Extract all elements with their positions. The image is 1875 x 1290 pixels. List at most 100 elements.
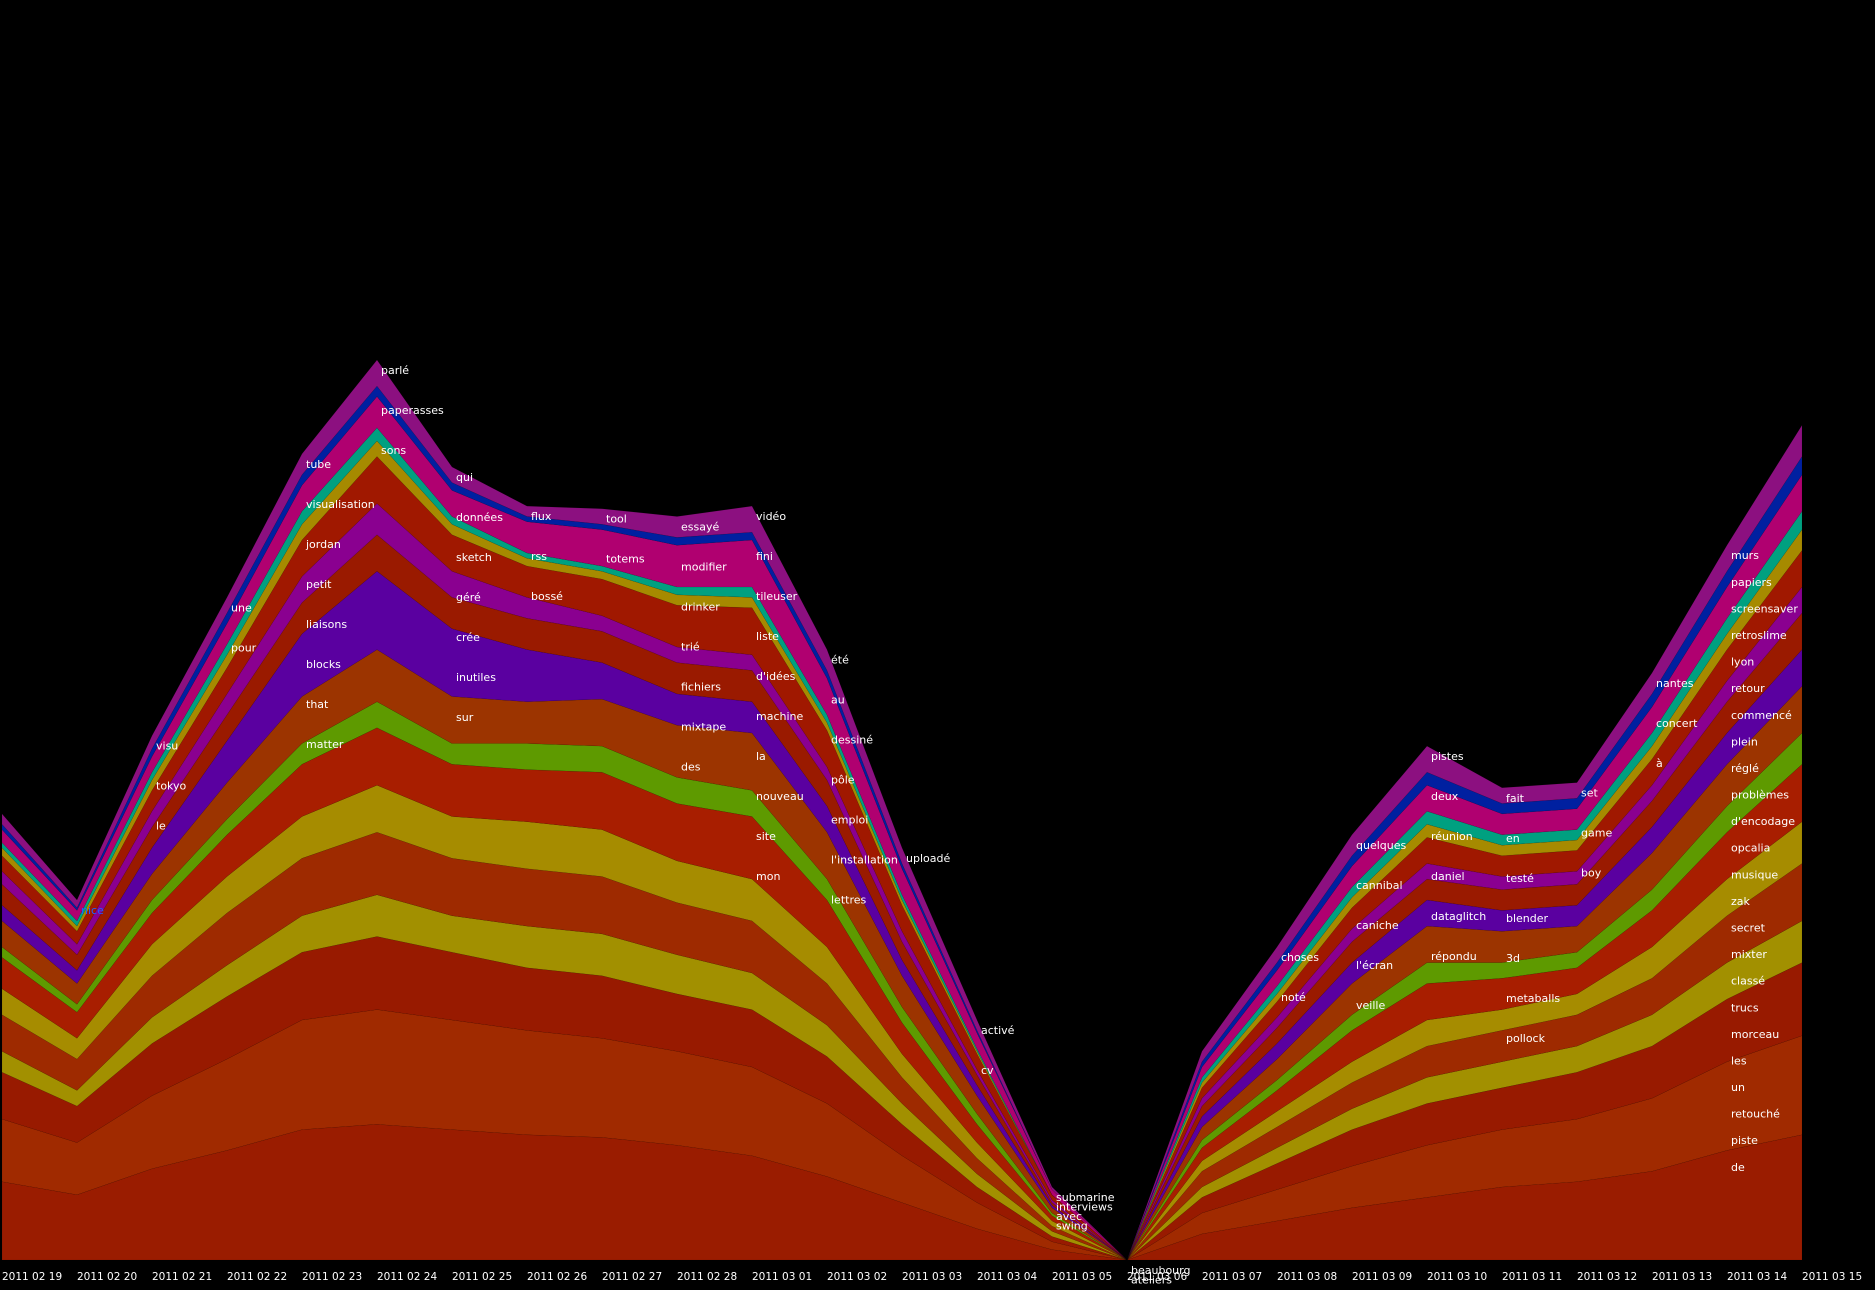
x-tick-label: 2011 02 27 bbox=[602, 1271, 662, 1283]
stream-layer-mon bbox=[1, 831, 1803, 1261]
word-label: morceau bbox=[1731, 1028, 1779, 1041]
word-label: paperasses bbox=[381, 404, 444, 417]
word-label: swing bbox=[1056, 1220, 1088, 1233]
x-tick-label: 2011 03 14 bbox=[1727, 1271, 1787, 1283]
word-label: parlé bbox=[381, 364, 409, 377]
x-tick-label: 2011 03 03 bbox=[902, 1271, 962, 1283]
word-labels: nice visu tokyo le une pour tube visualisation j… bbox=[81, 364, 1798, 1287]
word-label: tileuser bbox=[756, 590, 798, 603]
word-label: l'installation bbox=[831, 854, 898, 867]
word-label: nouveau bbox=[756, 790, 804, 803]
word-label: set bbox=[1581, 787, 1598, 800]
word-label: un bbox=[1731, 1081, 1745, 1094]
word-label: vidéo bbox=[756, 510, 786, 523]
word-label: liste bbox=[756, 630, 779, 643]
word-label: choses bbox=[1281, 951, 1319, 964]
word-label: sur bbox=[456, 711, 474, 724]
stream-layer-des bbox=[1, 727, 1803, 1261]
word-label: emploi bbox=[831, 814, 868, 827]
stream-layer-visualisation bbox=[1, 385, 1803, 1261]
word-label: inutiles bbox=[456, 671, 496, 684]
word-label: retroslime bbox=[1731, 629, 1787, 642]
word-label: murs bbox=[1731, 549, 1759, 562]
stream-layer-that bbox=[1, 534, 1803, 1261]
word-label: 3d bbox=[1506, 952, 1520, 965]
word-label: petit bbox=[306, 578, 332, 591]
word-label: une bbox=[231, 601, 252, 614]
word-label: testé bbox=[1506, 872, 1534, 885]
word-label: cv bbox=[981, 1064, 994, 1077]
word-label: avec bbox=[1056, 1210, 1082, 1223]
word-label: réglé bbox=[1731, 762, 1759, 775]
x-tick-label: 2011 02 26 bbox=[527, 1271, 587, 1283]
word-label: la bbox=[756, 750, 766, 763]
word-label: trucs bbox=[1731, 1001, 1759, 1014]
word-label: mixter bbox=[1731, 948, 1767, 961]
word-label: site bbox=[756, 830, 776, 843]
word-label: deux bbox=[1431, 790, 1459, 803]
word-label: opcalia bbox=[1731, 842, 1770, 855]
word-label: commencé bbox=[1731, 709, 1792, 722]
x-tick-label: 2011 02 22 bbox=[227, 1271, 287, 1283]
word-label: de bbox=[1731, 1161, 1745, 1174]
word-label: visualisation bbox=[306, 498, 375, 511]
word-label: sketch bbox=[456, 551, 492, 564]
word-label: screensaver bbox=[1731, 602, 1798, 615]
word-label: game bbox=[1581, 827, 1612, 840]
word-label: totems bbox=[606, 553, 645, 566]
x-tick-label: 2011 03 06 bbox=[1127, 1271, 1187, 1283]
word-label: concert bbox=[1656, 717, 1698, 730]
word-label: rss bbox=[531, 550, 547, 563]
word-label: réunion bbox=[1431, 830, 1473, 843]
word-label: caniche bbox=[1356, 919, 1399, 932]
word-label: géré bbox=[456, 591, 481, 604]
word-label: zak bbox=[1731, 895, 1751, 908]
word-label: répondu bbox=[1431, 950, 1477, 963]
stream-layer-tube bbox=[1, 359, 1803, 1261]
x-tick-label: 2011 02 25 bbox=[452, 1271, 512, 1283]
word-label: pistes bbox=[1431, 750, 1464, 763]
word-label: pour bbox=[231, 641, 257, 654]
x-tick-label: 2011 03 08 bbox=[1277, 1271, 1337, 1283]
word-label: lettres bbox=[831, 894, 866, 907]
word-label: classé bbox=[1731, 975, 1765, 988]
x-tick-label: 2011 03 15 bbox=[1802, 1271, 1862, 1283]
word-label: plein bbox=[1731, 735, 1758, 748]
x-tick-label: 2011 03 10 bbox=[1427, 1271, 1487, 1283]
word-label: dessiné bbox=[831, 734, 873, 747]
word-label: visu bbox=[156, 740, 178, 753]
x-tick-label: 2011 03 11 bbox=[1502, 1271, 1562, 1283]
word-label: modifier bbox=[681, 561, 727, 574]
word-label: qui bbox=[456, 471, 473, 484]
word-label: papiers bbox=[1731, 576, 1772, 589]
word-label: ateliers bbox=[1131, 1274, 1172, 1287]
word-label: retour bbox=[1731, 682, 1765, 695]
word-label: quelques bbox=[1356, 839, 1406, 852]
word-label: bossé bbox=[531, 590, 563, 603]
word-label: fini bbox=[756, 550, 773, 563]
word-label: matter bbox=[306, 738, 344, 751]
word-label: sons bbox=[381, 444, 406, 457]
word-label: drinker bbox=[681, 601, 720, 614]
word-label: été bbox=[831, 654, 849, 667]
x-tick-label: 2011 02 28 bbox=[677, 1271, 737, 1283]
word-label: secret bbox=[1731, 922, 1766, 935]
word-label: pollock bbox=[1506, 1032, 1546, 1045]
x-tick-label: 2011 02 24 bbox=[377, 1271, 437, 1283]
word-label: blender bbox=[1506, 912, 1549, 925]
word-label: fait bbox=[1506, 792, 1525, 805]
word-label: dataglitch bbox=[1431, 910, 1486, 923]
word-label: activé bbox=[981, 1024, 1015, 1037]
stream-layer-blocks bbox=[1, 503, 1803, 1261]
word-label: tool bbox=[606, 513, 627, 526]
word-label: daniel bbox=[1431, 870, 1465, 883]
x-tick-label: 2011 03 09 bbox=[1352, 1271, 1412, 1283]
word-label: machine bbox=[756, 710, 804, 723]
x-tick-label: 2011 02 20 bbox=[77, 1271, 137, 1283]
word-label: beaubourg bbox=[1131, 1264, 1190, 1277]
word-label: d'encodage bbox=[1731, 815, 1795, 828]
stream-layer-sons bbox=[1, 440, 1803, 1261]
word-label: les bbox=[1731, 1055, 1747, 1068]
word-label: tokyo bbox=[156, 780, 187, 793]
